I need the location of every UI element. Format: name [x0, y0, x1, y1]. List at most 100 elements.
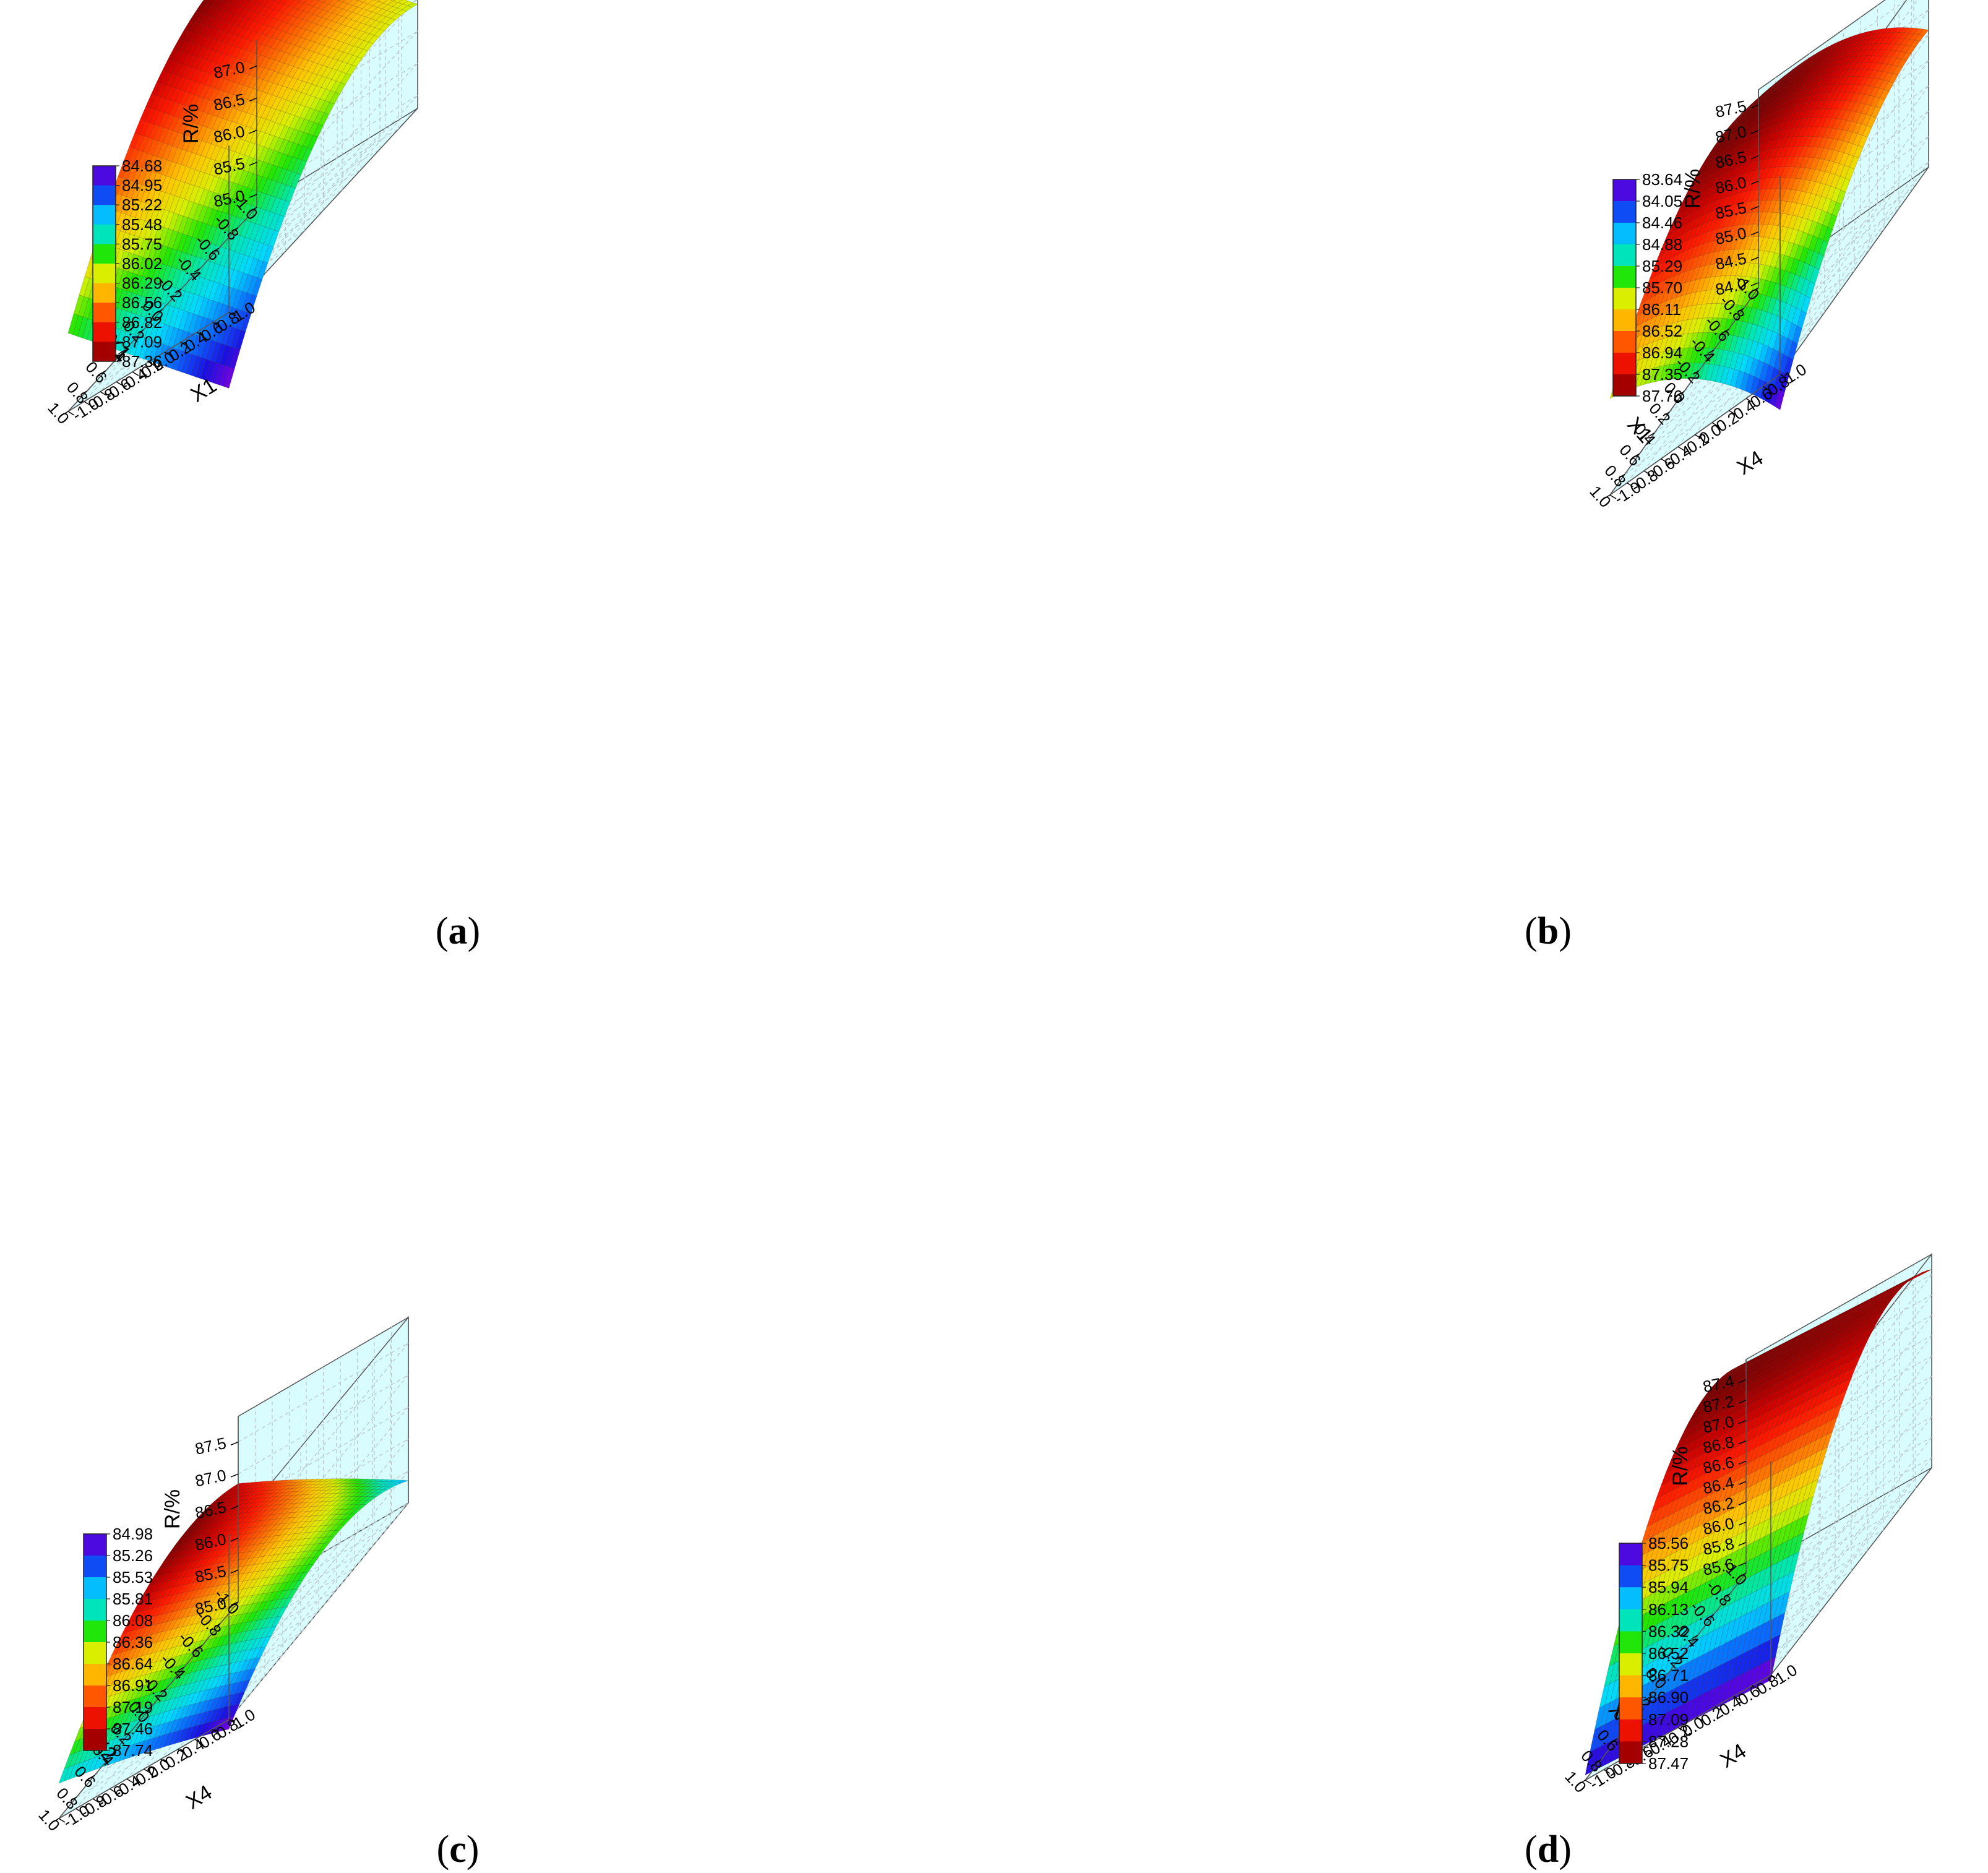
wall-grid-z	[256, 95, 418, 195]
legend-label: 86.94	[1642, 343, 1682, 362]
surface-cell	[63, 1765, 75, 1782]
x-tick	[1661, 458, 1667, 463]
surface-cell	[1684, 363, 1695, 379]
legend-label: 85.48	[122, 215, 162, 234]
y-tick	[137, 329, 144, 334]
x-tick	[228, 312, 236, 317]
z-tick	[1750, 231, 1759, 236]
surface-cell	[1739, 372, 1750, 392]
surface-plot-d: 85.685.886.086.286.486.686.887.087.287.4…	[1561, 1252, 1932, 1796]
surface-cell	[183, 1726, 195, 1742]
legend-label: 85.81	[113, 1590, 153, 1608]
y-tick	[1692, 370, 1700, 375]
legend-swatch	[1613, 201, 1636, 223]
legend-label: 87.36	[122, 352, 162, 371]
chart-panel-a: 85.0 85.5 86.0 86.5 87.0 R/% -1.0 -0.8 -0.6 -0.4-…	[0, 0, 994, 952]
z-tick	[230, 1441, 239, 1446]
surface-plot-b: 84.084.585.085.586.086.587.087.5R/%-1.0-…	[1586, 0, 1929, 511]
surface-cell	[153, 1734, 165, 1750]
plot-group: 85.085.586.086.587.0R/%-1.0-0.8-0.6-0.4-…	[44, 0, 418, 428]
x-tick	[110, 1788, 116, 1793]
x-tick	[212, 322, 220, 327]
legend-swatch	[84, 1707, 106, 1729]
legend-label: 85.70	[1642, 278, 1682, 297]
x-tick	[1745, 398, 1753, 403]
x-tick	[1627, 482, 1633, 488]
legend-label: 86.02	[122, 254, 162, 273]
surface-plot-c: 85.085.586.086.587.087.5R/%-1.0-0.8-0.6-…	[35, 1315, 409, 1835]
y-tick	[106, 1753, 113, 1758]
x-tick	[100, 391, 107, 396]
y-tick	[1603, 494, 1611, 499]
legend-label: 87.09	[122, 332, 162, 351]
color-legend: 84.9885.2685.5385.8186.0886.3686.6486.91…	[83, 1525, 153, 1760]
z-tick	[1750, 129, 1759, 134]
surface-plot-a: 85.085.586.086.587.0R/%-1.0-0.8-0.6-0.4-…	[44, 0, 418, 428]
surface-cell	[214, 363, 226, 385]
wall-grid-z	[1770, 1416, 1932, 1625]
legend-label: 87.76	[1642, 387, 1682, 405]
legend-swatch	[84, 1599, 106, 1621]
x-tick	[194, 1739, 202, 1744]
z-axis-label: R/%	[1681, 169, 1705, 209]
legend-label: 84.68	[122, 157, 162, 175]
y-tick	[156, 309, 163, 314]
z-tick	[1750, 155, 1759, 160]
legend-swatch	[93, 303, 116, 323]
z-tick	[230, 1505, 239, 1510]
legend-swatch	[93, 185, 116, 205]
surface-cell	[98, 1752, 110, 1769]
z-tick-label: 87.5	[194, 1434, 228, 1458]
x-axis-label: X4	[182, 1781, 216, 1814]
x-tick	[180, 342, 187, 347]
legend-swatch	[84, 1621, 106, 1643]
y-tick	[174, 288, 182, 293]
z-tick	[230, 1569, 239, 1574]
surface-cell	[1744, 374, 1755, 394]
legend-swatch	[1613, 266, 1636, 288]
surface-cell	[1689, 363, 1700, 379]
surface-cell	[198, 1722, 210, 1737]
y-tick	[99, 370, 106, 375]
x-tick	[1711, 422, 1719, 427]
wall-grid-z	[238, 1374, 409, 1475]
surface-cell	[188, 1724, 200, 1740]
y-tick	[1648, 432, 1655, 437]
wall-grid-z	[228, 1502, 409, 1720]
wall-grid-z	[256, 62, 418, 163]
surface-cell	[173, 1728, 185, 1744]
z-tick	[1750, 206, 1759, 210]
y-tick	[250, 207, 257, 212]
legend-label: 87.74	[113, 1741, 153, 1760]
y-tick	[142, 1710, 149, 1715]
surface-cell	[1634, 370, 1645, 388]
z-tick	[249, 194, 257, 198]
x-tick	[116, 381, 123, 386]
surface-cell	[1664, 363, 1675, 381]
surface	[1609, 27, 1929, 411]
legend-swatch	[1613, 223, 1636, 245]
x-tick	[1729, 410, 1736, 415]
y-tick-label: 1.0	[1586, 482, 1614, 511]
legend-label: 84.46	[1642, 213, 1682, 232]
z-axis-label: R/%	[179, 104, 203, 144]
x-tick	[1695, 434, 1702, 439]
z-tick	[249, 97, 257, 102]
caption-label-c: c	[449, 1828, 467, 1871]
x-tick	[212, 1729, 218, 1734]
plot-group: 84.084.585.085.586.086.587.087.5R/%-1.0-…	[1586, 0, 1929, 511]
surface	[1585, 1269, 1932, 1776]
surface-cell	[1705, 363, 1715, 381]
x-tick	[84, 401, 91, 406]
wall-grid-z	[1770, 1396, 1932, 1604]
wall-grid-z	[238, 1502, 409, 1603]
z-tick	[249, 65, 257, 70]
legend-swatch	[84, 1534, 106, 1556]
floor-grid-y	[238, 128, 399, 228]
wall-grid-z	[1779, 161, 1929, 370]
plot-group: 85.685.886.086.286.486.686.887.087.287.4…	[1561, 1252, 1932, 1796]
surface-cell	[1639, 369, 1650, 387]
legend-swatch	[93, 283, 116, 303]
surface	[58, 1478, 409, 1784]
y-tick	[61, 411, 69, 416]
